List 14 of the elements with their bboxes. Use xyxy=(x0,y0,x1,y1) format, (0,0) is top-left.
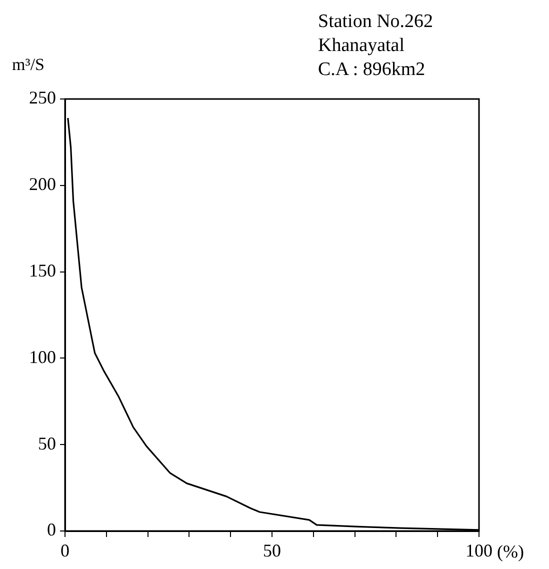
y-tick-label: 150 xyxy=(29,260,56,281)
y-tick-label: 100 xyxy=(29,346,56,367)
y-axis-title: m³/S xyxy=(12,55,44,75)
y-tick-label: 250 xyxy=(29,88,56,108)
y-tick-label: 0 xyxy=(47,520,56,540)
text: Station No.262 xyxy=(318,10,434,34)
y-tick-label: 50 xyxy=(38,433,56,454)
text: Khanayatal xyxy=(318,34,406,58)
x-tick-label: 50 xyxy=(263,540,281,561)
x-tick-label: 100 xyxy=(466,540,492,561)
x-tick-label: 0 xyxy=(60,540,70,561)
x-axis-title: (%) xyxy=(497,542,524,562)
text: C.A : 896km2 xyxy=(318,58,426,82)
y-tick-label: 200 xyxy=(29,174,56,194)
